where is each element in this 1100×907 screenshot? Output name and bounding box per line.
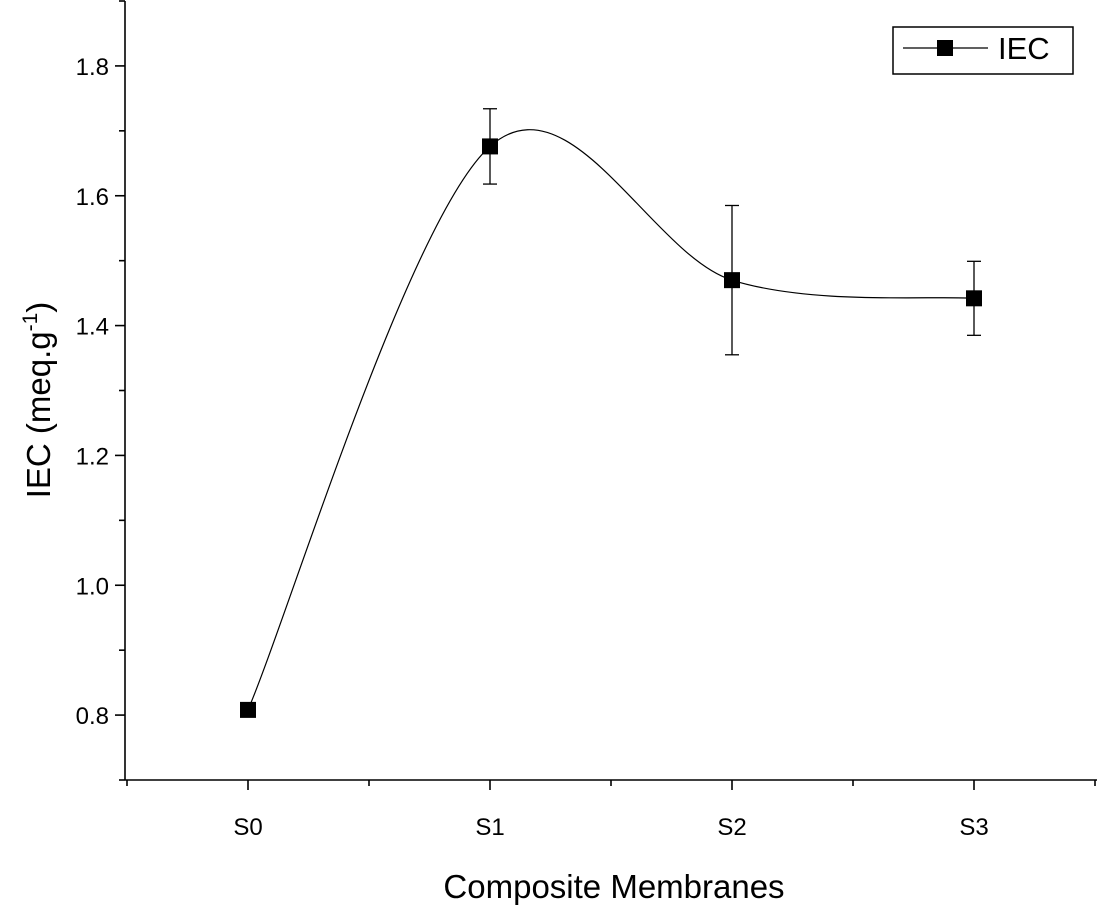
x-axis-title: Composite Membranes [443, 868, 784, 905]
y-tick-label: 1.2 [76, 443, 109, 470]
y-axis-title-main: IEC (meq.g [20, 331, 57, 498]
x-tick-label: S0 [233, 814, 262, 841]
data-point-s0 [240, 701, 256, 718]
x-tick-label: S2 [717, 814, 746, 841]
x-tick-label: S1 [475, 814, 504, 841]
legend-box [892, 26, 1074, 75]
x-tick-label: S3 [959, 814, 988, 841]
data-point-s3 [966, 290, 982, 307]
data-point-s2 [724, 272, 740, 289]
y-tick-label: 1.8 [76, 54, 109, 81]
legend-marker [937, 40, 953, 56]
y-tick-label: 1.6 [76, 184, 109, 211]
y-axis-title-superscript: -1 [19, 313, 42, 332]
y-tick-label: 1.4 [76, 314, 109, 341]
y-axis-title: IEC (meq.g-1) [19, 302, 57, 499]
legend: IEC [892, 26, 1074, 75]
series-line-iec [247, 129, 975, 711]
y-tick-label: 1.0 [76, 573, 109, 600]
legend-label-iec: IEC [998, 31, 1050, 66]
y-axis-title-close: ) [20, 302, 57, 313]
y-tick-label: 0.8 [76, 703, 109, 730]
data-point-s1 [482, 138, 498, 155]
